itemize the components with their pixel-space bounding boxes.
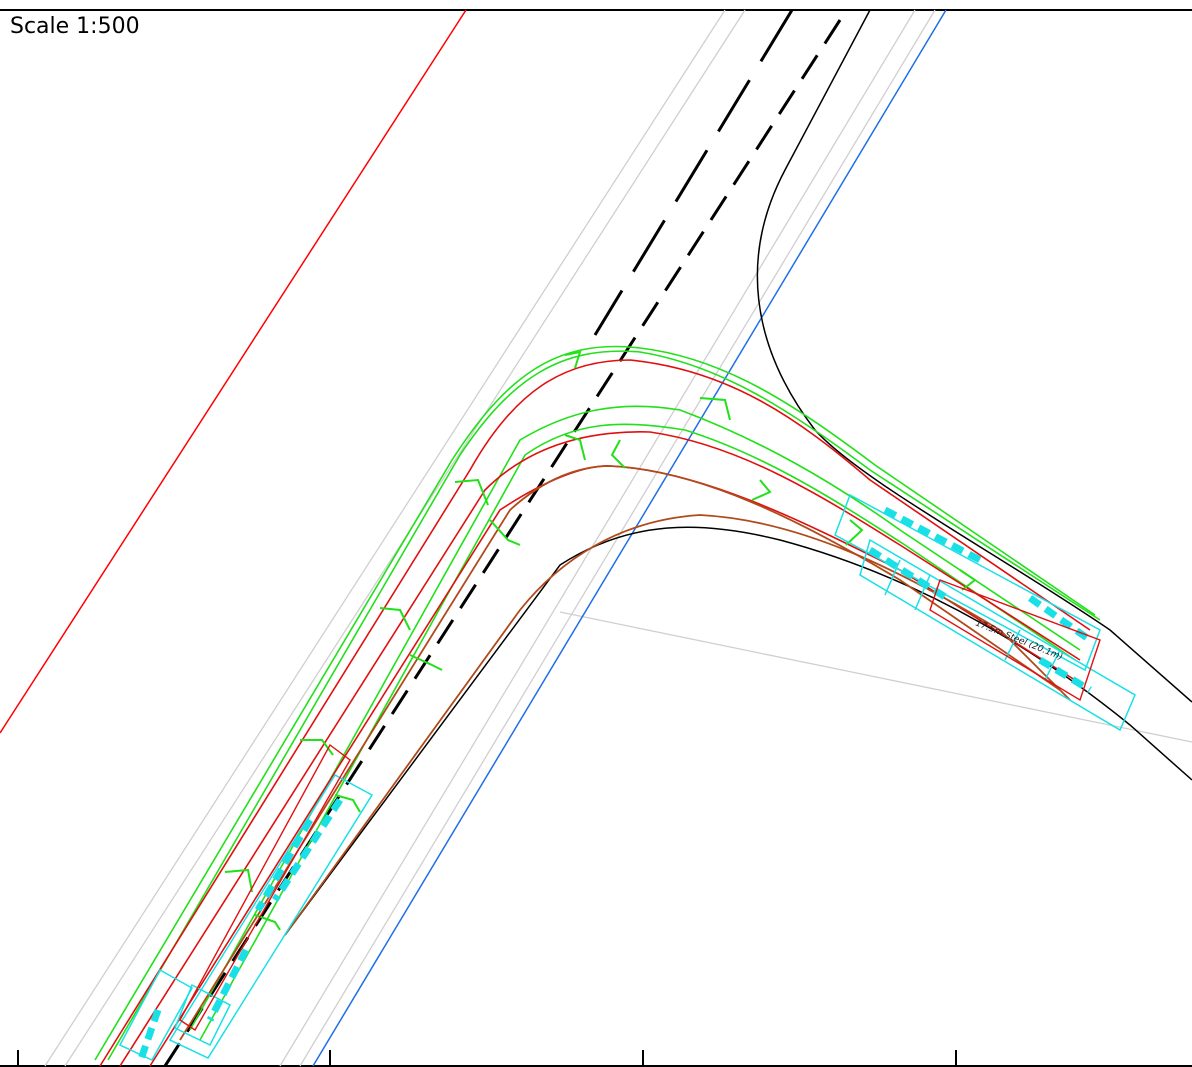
centre-line-dashes [163,9,842,1067]
swept-path-brown [179,465,1071,1041]
property-boundary-left [0,9,467,734]
direction-chevron-icon [224,350,977,931]
swept-path-green [94,345,1101,1061]
property-boundary-right [312,9,947,1067]
vehicle-outline [118,493,1136,1061]
kerb-lines [284,9,1192,936]
vehicle-wheels [136,506,1093,1064]
scale-label: Scale 1:500 [10,14,140,39]
drawing-frame [0,9,1192,1067]
vehicle-body-red [179,579,1101,1031]
swept-path-red [99,359,1091,1067]
